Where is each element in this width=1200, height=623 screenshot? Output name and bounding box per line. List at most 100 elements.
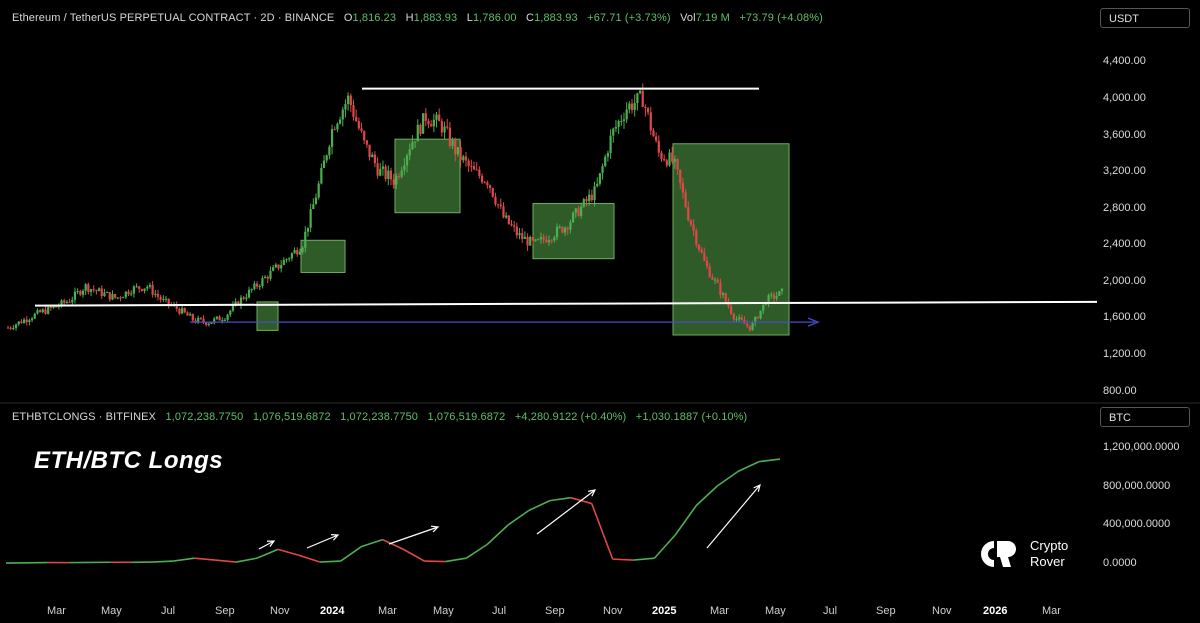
candle-body <box>162 298 165 300</box>
candle-body <box>215 316 218 319</box>
candle-body <box>288 258 291 260</box>
candle-body <box>419 124 422 134</box>
candle-body <box>550 240 553 242</box>
candle-body <box>732 313 735 320</box>
candle-body <box>89 289 93 292</box>
candle-body <box>234 301 237 305</box>
candle-body <box>387 170 390 179</box>
candle-body <box>724 293 727 302</box>
candle-body <box>598 173 601 184</box>
candle-body <box>660 152 663 160</box>
candle-body <box>641 90 644 107</box>
longs-series-segment <box>507 509 530 526</box>
candle-body <box>355 116 358 122</box>
candle-body <box>459 147 462 161</box>
candle-body <box>462 156 465 161</box>
candle-body <box>719 282 722 295</box>
candle-body <box>531 236 535 241</box>
candle-body <box>52 306 55 308</box>
candle-body <box>290 253 293 259</box>
candle-body <box>716 279 719 283</box>
currency-selector-btc[interactable]: BTC <box>1100 407 1190 427</box>
candle-body <box>775 295 778 299</box>
candle-body <box>237 301 240 306</box>
candle-body <box>309 209 312 228</box>
candle-body <box>738 317 741 320</box>
candle-body <box>314 197 318 205</box>
candle-body <box>317 183 320 198</box>
open-value: 1,816.23 <box>352 12 397 24</box>
candle-body <box>494 196 497 205</box>
candle-body <box>451 140 454 146</box>
candle-body <box>762 304 765 311</box>
currency-selector-usdt[interactable]: USDT <box>1100 8 1190 28</box>
candle-body <box>73 291 77 300</box>
candle-body <box>175 304 178 309</box>
candle-body <box>269 270 272 279</box>
candle-body <box>28 320 31 322</box>
longs-series-segment <box>319 560 341 563</box>
consolidation-box <box>256 301 279 331</box>
x-tick-label: Mar <box>47 605 66 617</box>
candle-body <box>609 135 612 154</box>
candle-body <box>561 226 564 233</box>
candle-body <box>33 313 36 319</box>
candle-body <box>138 286 141 289</box>
candle-body <box>352 105 355 117</box>
candle-body <box>122 297 125 299</box>
y-tick-label: 4,400.00 <box>1103 55 1146 67</box>
candle-body <box>114 293 117 298</box>
longs-series-segment <box>486 524 509 546</box>
candle-body <box>12 327 15 329</box>
candle-body <box>713 279 717 281</box>
longs-series-segment <box>152 560 174 563</box>
candle-body <box>135 286 138 288</box>
longs-series-segment <box>298 554 321 563</box>
candle-body <box>245 297 248 299</box>
x-tick-label: Mar <box>1042 605 1061 617</box>
candle-body <box>384 166 387 179</box>
candle-body <box>505 215 508 218</box>
consolidation-box <box>394 138 461 214</box>
longs-series-segment <box>528 499 551 512</box>
trend-arrowhead <box>330 534 340 541</box>
candle-body <box>143 288 146 291</box>
longs-low: 1,072,238.7750 <box>340 411 419 423</box>
close-value: 1,883.93 <box>534 12 578 24</box>
candle-body <box>499 204 502 207</box>
longs-series-segment <box>695 485 718 507</box>
candle-body <box>697 244 701 250</box>
candle-body <box>746 323 749 326</box>
candle-body <box>480 175 484 183</box>
candle-body <box>770 294 773 296</box>
candle-body <box>614 126 618 129</box>
longs-series-segment <box>633 557 655 561</box>
candle-body <box>689 220 693 225</box>
candle-body <box>446 126 449 128</box>
candle-body <box>194 320 197 323</box>
candle-body <box>655 136 658 141</box>
candle-body <box>681 182 685 193</box>
candle-body <box>638 90 642 94</box>
candle-body <box>756 316 759 319</box>
candle-body <box>730 306 733 314</box>
candle-body <box>502 206 505 218</box>
volume-change: +73.79 (+4.08%) <box>739 12 823 24</box>
candle-body <box>349 95 352 106</box>
y-tick-label: 1,600.00 <box>1103 311 1146 323</box>
candle-body <box>764 304 768 306</box>
candle-body <box>167 298 170 305</box>
candle-body <box>617 121 620 127</box>
candle-body <box>636 93 639 104</box>
longs-open: 1,072,238.7750 <box>165 411 244 423</box>
candle-body <box>84 284 87 291</box>
x-tick-label: Mar <box>378 605 397 617</box>
longs-series-segment <box>653 534 677 559</box>
candle-body <box>569 222 572 230</box>
candle-body <box>344 103 347 110</box>
longs-series-segment <box>590 503 614 560</box>
candle-body <box>371 154 374 158</box>
logo-line-1: Crypto <box>1030 538 1069 553</box>
candle-body <box>620 120 623 122</box>
